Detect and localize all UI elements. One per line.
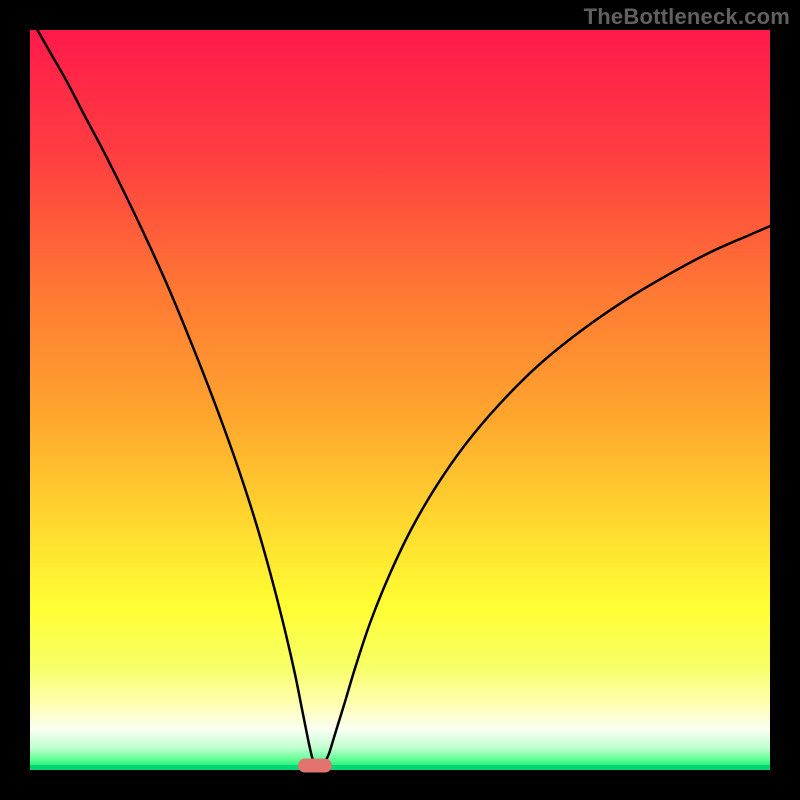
plot-background [30,30,770,770]
bottleneck-chart [0,0,800,800]
watermark-text: TheBottleneck.com [584,4,790,30]
chart-container: TheBottleneck.com [0,0,800,800]
baseline [30,765,770,770]
optimal-marker [298,759,332,773]
